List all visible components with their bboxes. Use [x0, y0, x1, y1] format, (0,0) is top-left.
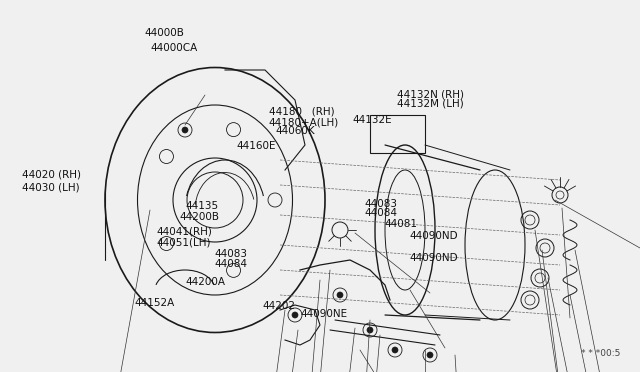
- Text: 44152A: 44152A: [134, 298, 175, 308]
- Text: 44081: 44081: [384, 219, 417, 230]
- Text: * * *00:5: * * *00:5: [580, 349, 620, 358]
- Text: 44083: 44083: [365, 199, 398, 209]
- Text: 44200B: 44200B: [179, 212, 219, 222]
- Circle shape: [337, 292, 343, 298]
- Text: 44202: 44202: [262, 301, 296, 311]
- Text: 44000CA: 44000CA: [150, 43, 198, 53]
- Text: 44132E: 44132E: [352, 115, 392, 125]
- Text: 44000B: 44000B: [144, 28, 184, 38]
- Text: 44132M (LH): 44132M (LH): [397, 99, 463, 109]
- Text: 44180   (RH): 44180 (RH): [269, 106, 335, 116]
- Text: 44084: 44084: [214, 259, 248, 269]
- Text: 44020 (RH): 44020 (RH): [22, 169, 81, 179]
- Circle shape: [392, 347, 398, 353]
- Text: 44051(LH): 44051(LH): [157, 237, 211, 247]
- Circle shape: [182, 127, 188, 133]
- Text: 44160E: 44160E: [237, 141, 276, 151]
- Text: 44084: 44084: [365, 208, 398, 218]
- Circle shape: [292, 312, 298, 318]
- Text: 44083: 44083: [214, 249, 248, 259]
- Text: 44132N (RH): 44132N (RH): [397, 89, 464, 99]
- Bar: [370, 115, 425, 153]
- Text: 44060K: 44060K: [275, 126, 315, 137]
- Text: 44090ND: 44090ND: [410, 231, 458, 241]
- Circle shape: [427, 352, 433, 358]
- Text: 44090ND: 44090ND: [410, 253, 458, 263]
- Text: 44090NE: 44090NE: [301, 309, 348, 319]
- Text: 44030 (LH): 44030 (LH): [22, 182, 80, 192]
- Circle shape: [367, 327, 373, 333]
- Text: 44041(RH): 44041(RH): [157, 227, 212, 237]
- Text: 44135: 44135: [186, 201, 219, 211]
- Text: 44180+A(LH): 44180+A(LH): [269, 117, 339, 127]
- Text: 44200A: 44200A: [186, 277, 226, 287]
